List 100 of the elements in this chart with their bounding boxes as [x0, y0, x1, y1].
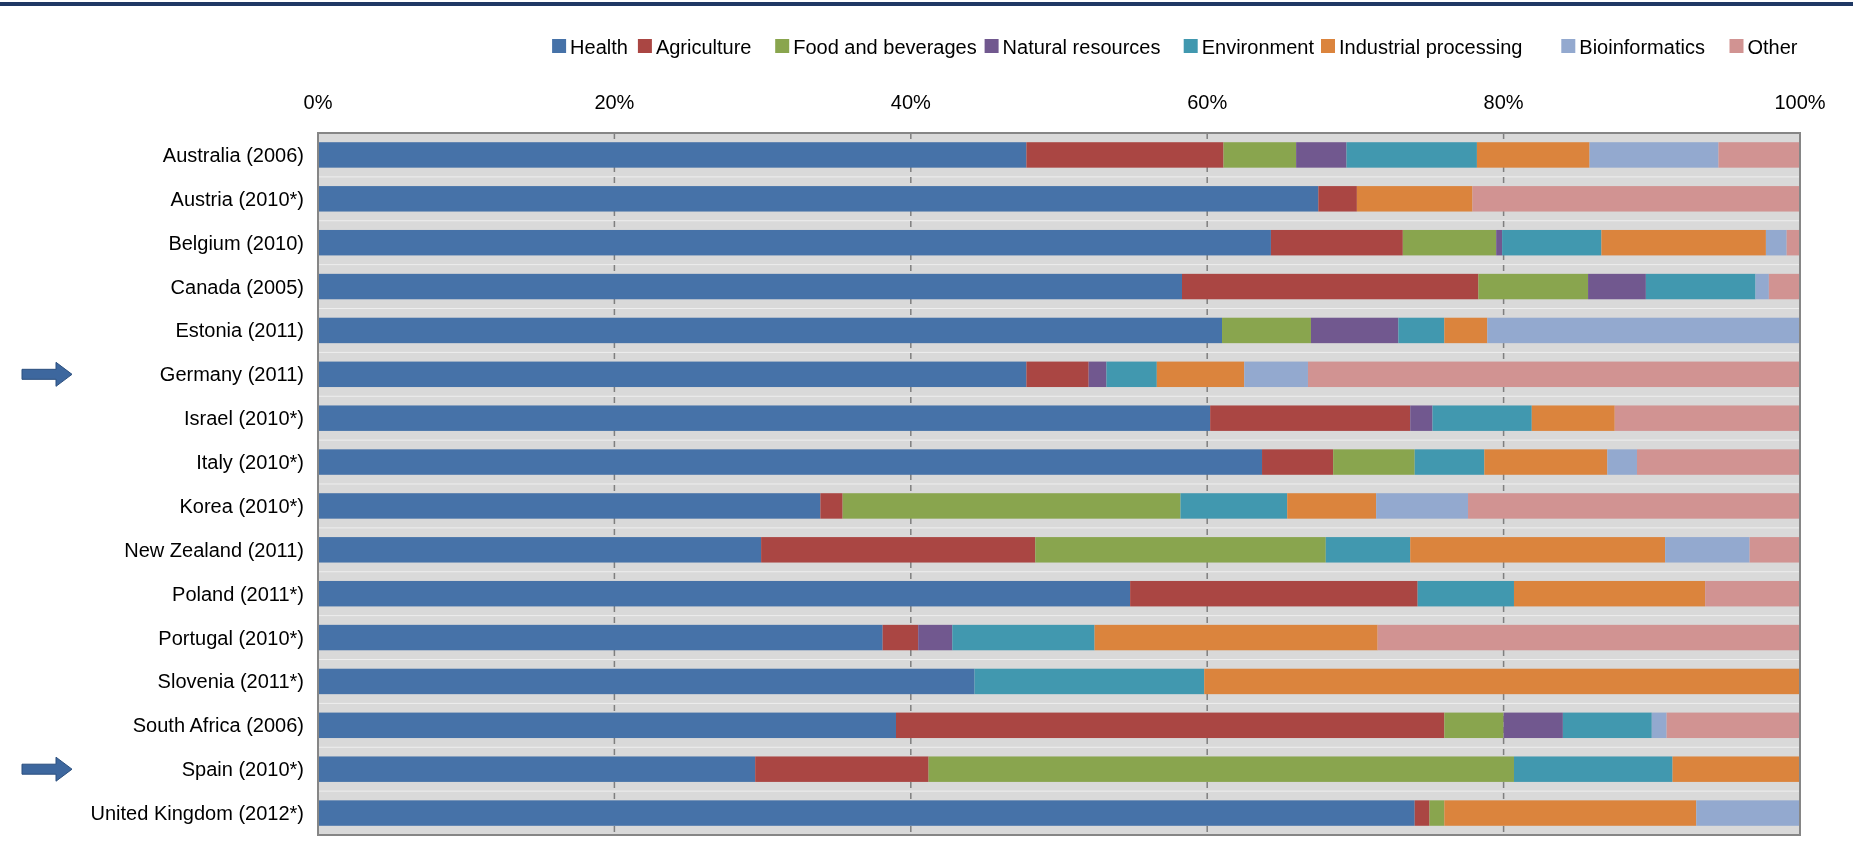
- bar: [1444, 800, 1697, 826]
- bar: [842, 493, 1181, 519]
- bar: [318, 142, 1027, 168]
- bar: [1665, 537, 1750, 563]
- y-tick-label: Canada (2005): [170, 275, 304, 298]
- bar: [1749, 537, 1800, 563]
- bar: [952, 624, 1095, 651]
- bar: [1672, 756, 1800, 782]
- bar: [1270, 229, 1403, 256]
- bar: [1402, 229, 1497, 256]
- bar: [1765, 229, 1787, 256]
- bar: [1487, 317, 1800, 344]
- bar: [1244, 361, 1308, 388]
- x-tick-label: 60%: [1187, 91, 1228, 113]
- bar: [1106, 361, 1157, 388]
- x-tick-label: 20%: [594, 91, 635, 113]
- bar: [1262, 449, 1334, 475]
- bar: [1026, 361, 1089, 388]
- bar: [1755, 273, 1769, 300]
- bar: [1035, 537, 1326, 563]
- bar: [1333, 449, 1415, 475]
- y-tick-label: South Africa (2006): [132, 714, 304, 737]
- bar: [318, 624, 883, 651]
- bar: [1432, 405, 1532, 431]
- bar: [318, 449, 1263, 475]
- bar: [1513, 580, 1706, 607]
- y-tick-label: Spain (2010*): [181, 758, 304, 781]
- bar: [318, 317, 1223, 344]
- bar: [1414, 800, 1430, 826]
- bar: [1666, 712, 1800, 739]
- bar: [895, 712, 1445, 739]
- y-tick-label: Poland (2011*): [172, 582, 304, 605]
- bar: [1296, 142, 1347, 168]
- bar: [1718, 142, 1800, 168]
- bar: [974, 668, 1205, 695]
- legend-label: Food and beverages: [793, 36, 977, 58]
- bar: [1223, 142, 1297, 168]
- legend-label: Industrial processing: [1339, 36, 1523, 58]
- bar: [318, 537, 762, 563]
- bar: [1417, 580, 1514, 607]
- bar: [1346, 142, 1477, 168]
- bar: [1484, 449, 1608, 475]
- bar: [928, 756, 1514, 782]
- y-tick-label: Belgium (2010): [168, 231, 304, 254]
- bar: [1414, 449, 1485, 475]
- bar: [1696, 800, 1800, 826]
- bar: [1562, 712, 1652, 739]
- bar: [318, 580, 1131, 607]
- bar: [1088, 361, 1107, 388]
- bar: [1645, 273, 1756, 300]
- bar: [1410, 537, 1666, 563]
- bar: [761, 537, 1036, 563]
- bar: [1607, 449, 1637, 475]
- bar: [1210, 405, 1411, 431]
- bar: [1410, 405, 1433, 431]
- y-tick-label: Slovenia (2011*): [157, 670, 304, 693]
- x-tick-label: 80%: [1483, 91, 1524, 113]
- bar: [1503, 712, 1563, 739]
- legend-label: Environment: [1201, 36, 1315, 58]
- bar: [1094, 624, 1378, 651]
- bar: [1705, 580, 1800, 607]
- bar: [1502, 229, 1602, 256]
- bar: [1651, 712, 1667, 739]
- bar: [1182, 273, 1479, 300]
- bar: [318, 273, 1183, 300]
- bar: [1204, 668, 1800, 695]
- bar: [1222, 317, 1311, 344]
- bar: [318, 361, 1027, 388]
- x-tick-label: 40%: [890, 91, 932, 113]
- bar: [882, 624, 919, 651]
- y-tick-label: Italy (2010*): [196, 451, 304, 474]
- bar: [1130, 580, 1418, 607]
- bar: [1589, 142, 1719, 168]
- bar: [1287, 493, 1377, 519]
- legend-label: Other: [1747, 36, 1798, 58]
- legend-label: Agriculture: [655, 36, 752, 58]
- y-tick-label: Germany (2011): [159, 363, 304, 386]
- bar: [318, 712, 896, 739]
- legend-label: Natural resources: [1002, 36, 1161, 58]
- x-tick-label: 100%: [1774, 91, 1826, 113]
- bar: [1531, 405, 1615, 431]
- legend-label: Bioinformatics: [1579, 36, 1705, 58]
- bar: [820, 493, 843, 519]
- bar: [1478, 273, 1589, 300]
- bar: [318, 229, 1271, 256]
- bar: [1601, 229, 1766, 256]
- bar: [1356, 186, 1473, 212]
- y-tick-label: United Kingdom (2012*): [90, 802, 304, 825]
- y-tick-label: Austria (2010*): [170, 187, 304, 210]
- bar: [1325, 537, 1411, 563]
- bar: [755, 756, 929, 782]
- bar: [1472, 186, 1800, 212]
- bar: [318, 756, 756, 782]
- bar: [1376, 493, 1469, 519]
- bar: [1614, 405, 1800, 431]
- bar: [1307, 361, 1800, 388]
- bar: [1768, 273, 1800, 300]
- bar: [1444, 712, 1504, 739]
- bar: [1377, 624, 1800, 651]
- bar: [1444, 317, 1488, 344]
